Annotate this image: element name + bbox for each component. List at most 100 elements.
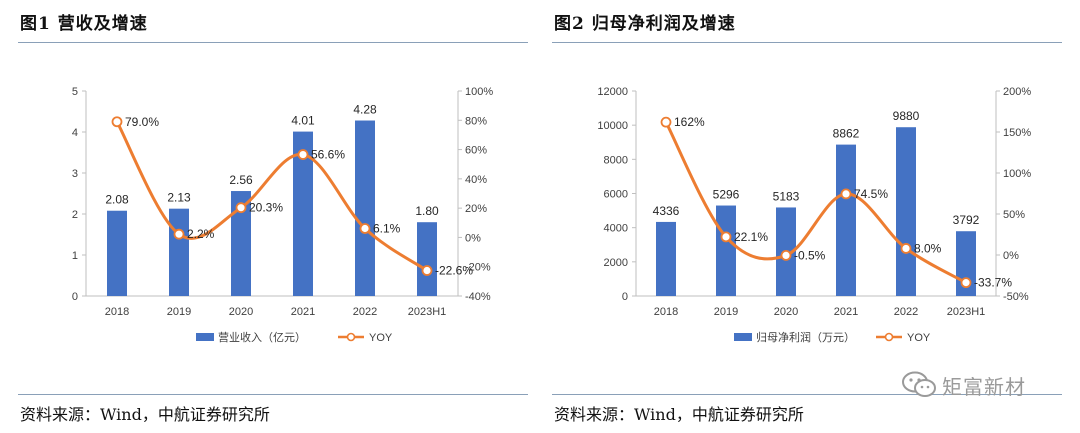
right-tick-label: 100%: [465, 86, 493, 98]
right-tick-label: 100%: [1003, 168, 1031, 180]
figure-2-panel: 图2 归母净利润及增速 0 2000 4000 6000 8000 10000 12000 -…: [552, 0, 1080, 433]
watermark: 矩富新材: [900, 369, 1070, 401]
watermark-text: 矩富新材: [942, 375, 1026, 399]
yoy-data-label: 74.5%: [854, 187, 888, 201]
left-tick-label: 0: [72, 291, 78, 303]
figure-1-panel: 图1 营收及增速 0 1 2 3 4 5 -40% -20% 0% 20% 40% 60% 80% 100…: [18, 0, 546, 433]
bar: [896, 127, 916, 296]
figure-2-chart: 0 2000 4000 6000 8000 10000 12000 -50% 0% 50% 100%…: [597, 86, 1031, 344]
left-tick-label: 6000: [604, 189, 628, 201]
bar-data-label: 9880: [893, 109, 920, 123]
left-tick-label: 12000: [597, 86, 628, 98]
bar-data-label: 5183: [773, 189, 800, 203]
yoy-point: [960, 277, 972, 289]
right-tick-label: -40%: [465, 291, 491, 303]
bar: [107, 210, 127, 296]
bar-data-label: 8862: [833, 127, 860, 141]
bar: [836, 144, 856, 296]
figure-1-chart: 0 1 2 3 4 5 -40% -20% 0% 20% 40% 60% 80% 100% 2018 2019…: [72, 86, 493, 344]
right-tick-label: 80%: [465, 115, 487, 127]
right-tick-label: 20%: [465, 203, 487, 215]
legend-line-label: YOY: [369, 332, 393, 344]
x-tick-label: 2023H1: [408, 306, 447, 318]
yoy-point: [421, 265, 433, 276]
x-tick-label: 2020: [229, 306, 253, 318]
yoy-data-label: -0.5%: [794, 248, 826, 262]
yoy-point: [111, 116, 123, 128]
right-tick-label: 0%: [465, 232, 481, 244]
left-tick-label: 0: [622, 291, 628, 303]
bar: [169, 208, 189, 296]
yoy-point: [660, 116, 672, 128]
bar-data-label: 1.80: [415, 204, 439, 218]
bar-data-label: 3792: [953, 213, 980, 227]
left-tick-label: 1: [72, 250, 78, 262]
legend-bar-label: 归母净利润（万元）: [756, 330, 855, 344]
legend-line-label: YOY: [907, 332, 931, 344]
yoy-data-label: 22.1%: [734, 230, 768, 244]
yoy-data-label: 20.3%: [249, 201, 283, 215]
x-tick-label: 2021: [291, 306, 315, 318]
right-tick-label: 50%: [1003, 209, 1025, 221]
yoy-point: [235, 202, 247, 214]
yoy-data-label: 56.6%: [311, 148, 345, 162]
x-tick-label: 2020: [774, 306, 798, 318]
x-tick-label: 2018: [654, 306, 678, 318]
figure-1-title: 图1 营收及增速: [20, 14, 148, 34]
yoy-point: [173, 228, 185, 240]
yoy-point: [297, 149, 309, 160]
figure-2-title: 图2 归母净利润及增速: [554, 14, 736, 34]
bar-data-label: 2.08: [105, 193, 129, 207]
right-tick-label: 60%: [465, 145, 487, 157]
yoy-data-label: 162%: [674, 115, 705, 129]
legend-bar-swatch: [734, 333, 752, 341]
yoy-data-label: -33.7%: [974, 276, 1012, 290]
right-tick-label: 40%: [465, 174, 487, 186]
bar: [417, 222, 437, 296]
yoy-data-label: 79.0%: [125, 115, 159, 129]
bar: [293, 131, 313, 296]
yoy-line: [115, 121, 428, 272]
left-tick-label: 5: [72, 86, 78, 98]
yoy-point: [900, 243, 912, 254]
figure-2-bottom-rule: [552, 394, 1062, 395]
right-tick-label: -20%: [465, 262, 491, 274]
left-tick-label: 2000: [604, 257, 628, 269]
bar: [716, 205, 736, 296]
yoy-data-label: 8.0%: [914, 241, 942, 255]
figure-2-top-rule: [552, 42, 1062, 43]
left-tick-label: 4000: [604, 223, 628, 235]
yoy-data-label: 6.1%: [373, 221, 401, 235]
figure-2-source: 资料来源：Wind，中航证券研究所: [554, 405, 804, 424]
bar: [231, 191, 251, 296]
yoy-data-label: 2.2%: [187, 227, 215, 241]
right-tick-label: 150%: [1003, 127, 1031, 139]
figure-1-source: 资料来源：Wind，中航证券研究所: [20, 405, 270, 424]
bar-data-label: 4336: [653, 204, 680, 218]
yoy-point: [720, 231, 732, 243]
bar-data-label: 5296: [713, 188, 740, 202]
left-tick-label: 10000: [597, 120, 628, 132]
yoy-data-label: -22.6%: [435, 264, 473, 278]
yoy-point: [840, 188, 852, 200]
left-tick-label: 2: [72, 209, 78, 221]
wechat-icon: [902, 371, 936, 397]
bar: [355, 120, 375, 297]
figure-1-bottom-rule: [18, 394, 528, 395]
x-tick-label: 2019: [167, 306, 191, 318]
right-tick-label: 0%: [1003, 250, 1019, 262]
left-tick-label: 4: [72, 127, 78, 139]
right-tick-label: -50%: [1003, 291, 1029, 303]
bar-data-label: 4.28: [353, 103, 377, 117]
x-tick-label: 2021: [834, 306, 858, 318]
yoy-point: [780, 250, 792, 261]
left-tick-label: 8000: [604, 154, 628, 166]
x-tick-label: 2022: [353, 306, 377, 318]
x-tick-label: 2018: [105, 306, 129, 318]
right-tick-label: 200%: [1003, 86, 1031, 98]
legend-line-marker: [346, 332, 356, 342]
yoy-point: [359, 223, 371, 234]
left-tick-label: 3: [72, 168, 78, 180]
legend-bar-label: 营业收入（亿元）: [218, 330, 306, 344]
x-tick-label: 2019: [714, 306, 738, 318]
